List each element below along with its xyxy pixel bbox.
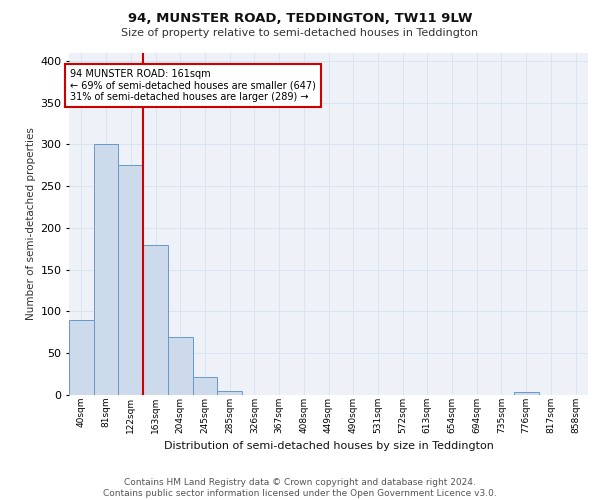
Bar bbox=[217, 391, 242, 395]
Text: Contains HM Land Registry data © Crown copyright and database right 2024.
Contai: Contains HM Land Registry data © Crown c… bbox=[103, 478, 497, 498]
Bar bbox=[69, 320, 94, 395]
Bar bbox=[118, 166, 143, 395]
X-axis label: Distribution of semi-detached houses by size in Teddington: Distribution of semi-detached houses by … bbox=[164, 441, 493, 451]
Text: 94 MUNSTER ROAD: 161sqm
← 69% of semi-detached houses are smaller (647)
31% of s: 94 MUNSTER ROAD: 161sqm ← 69% of semi-de… bbox=[70, 69, 316, 102]
Bar bbox=[94, 144, 118, 395]
Text: Size of property relative to semi-detached houses in Teddington: Size of property relative to semi-detach… bbox=[121, 28, 479, 38]
Y-axis label: Number of semi-detached properties: Number of semi-detached properties bbox=[26, 128, 36, 320]
Bar bbox=[168, 336, 193, 395]
Bar bbox=[514, 392, 539, 395]
Text: 94, MUNSTER ROAD, TEDDINGTON, TW11 9LW: 94, MUNSTER ROAD, TEDDINGTON, TW11 9LW bbox=[128, 12, 472, 26]
Bar bbox=[143, 244, 168, 395]
Bar bbox=[193, 378, 217, 395]
